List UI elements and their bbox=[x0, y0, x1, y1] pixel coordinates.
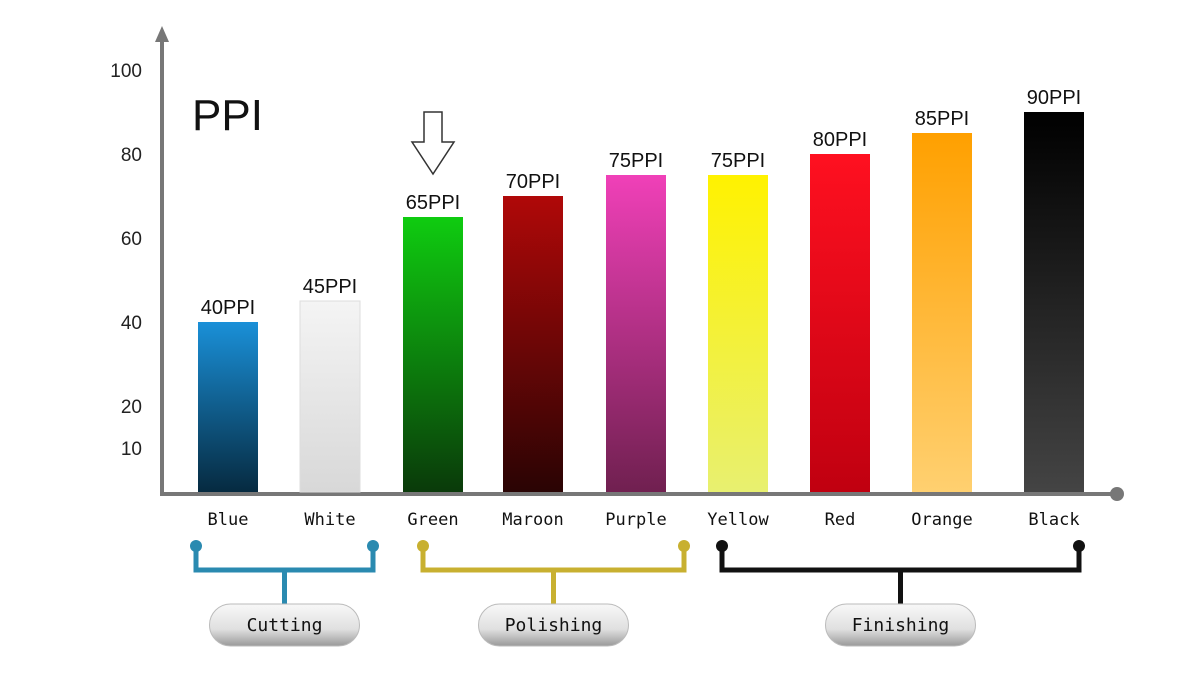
group-bracket bbox=[420, 548, 687, 604]
y-tick-label: 40 bbox=[121, 313, 142, 334]
data-label: 75PPI bbox=[609, 150, 663, 172]
group-label: Polishing bbox=[505, 615, 603, 636]
x-tick-label: Yellow bbox=[707, 510, 769, 530]
bar-red bbox=[810, 154, 870, 492]
axes: 10 20 40 60 80 100 bbox=[110, 26, 1124, 501]
bar-black bbox=[1024, 112, 1084, 492]
data-label: 90PPI bbox=[1027, 87, 1081, 109]
bar-white bbox=[299, 300, 361, 493]
group-label: Finishing bbox=[852, 615, 950, 636]
x-tick-label: Red bbox=[825, 510, 856, 530]
data-label: 65PPI bbox=[406, 192, 460, 214]
group-polishing: Polishing bbox=[417, 540, 690, 647]
data-label: 70PPI bbox=[506, 171, 560, 193]
x-tick-label: Black bbox=[1028, 510, 1079, 530]
y-tick-label: 100 bbox=[110, 61, 142, 82]
data-label: 40PPI bbox=[201, 297, 255, 319]
group-pill bbox=[209, 603, 360, 647]
group-bracket bbox=[719, 548, 1082, 604]
x-tick-label: Green bbox=[407, 510, 458, 530]
data-label: 75PPI bbox=[711, 150, 765, 172]
x-tick-label: Blue bbox=[208, 510, 249, 530]
data-label: 85PPI bbox=[915, 108, 969, 130]
group-cutting: Cutting bbox=[190, 540, 379, 647]
groups: Cutting Polishing Finishing bbox=[190, 540, 1085, 647]
bracket-dot bbox=[1073, 540, 1085, 552]
bracket-dot bbox=[190, 540, 202, 552]
data-label: 45PPI bbox=[303, 276, 357, 298]
bar-yellow bbox=[708, 175, 768, 492]
y-tick-label: 20 bbox=[121, 397, 142, 418]
chart-title: PPI bbox=[192, 91, 263, 140]
x-tick-label: Orange bbox=[911, 510, 972, 530]
y-tick-label: 80 bbox=[121, 145, 142, 166]
bars: 40PPI Blue 45PPI White 65PPI Green 70PPI Maroon… bbox=[198, 87, 1084, 530]
down-arrow-icon bbox=[410, 111, 456, 176]
bracket-dot bbox=[716, 540, 728, 552]
y-axis-arrow-icon bbox=[155, 26, 169, 42]
x-axis-end-dot bbox=[1110, 487, 1124, 501]
group-finishing: Finishing bbox=[716, 540, 1085, 647]
y-tick-label: 10 bbox=[121, 439, 142, 460]
data-label: 80PPI bbox=[813, 129, 867, 151]
bar-blue bbox=[198, 322, 258, 492]
bracket-dot bbox=[678, 540, 690, 552]
x-tick-label: White bbox=[304, 510, 355, 530]
group-label: Cutting bbox=[247, 615, 323, 636]
x-tick-label: Purple bbox=[605, 510, 666, 530]
bar-green bbox=[403, 217, 463, 492]
bracket-dot bbox=[417, 540, 429, 552]
bracket-dot bbox=[367, 540, 379, 552]
bar-purple bbox=[606, 175, 666, 492]
group-pill bbox=[825, 603, 976, 647]
group-pill bbox=[478, 603, 629, 647]
bar-orange bbox=[912, 133, 972, 492]
y-tick-label: 60 bbox=[121, 229, 142, 250]
x-tick-label: Maroon bbox=[502, 510, 563, 530]
group-bracket bbox=[193, 548, 376, 604]
bar-maroon bbox=[503, 196, 563, 492]
